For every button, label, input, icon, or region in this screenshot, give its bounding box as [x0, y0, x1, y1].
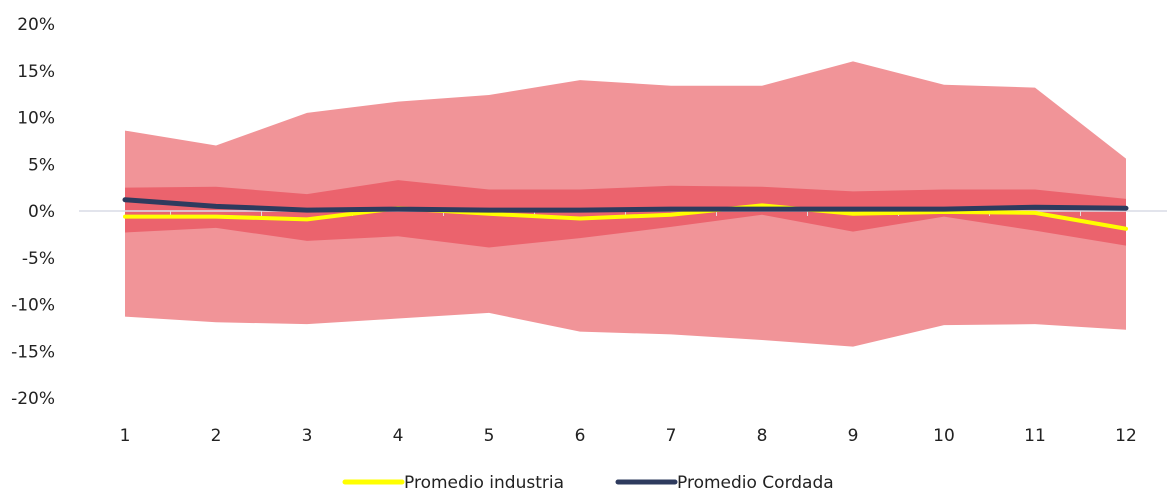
legend-item-promedio-industria: Promedio industria	[342, 473, 564, 493]
x-tick-label: 1	[120, 426, 131, 446]
x-tick-label: 7	[666, 426, 677, 446]
x-tick-label: 12	[1115, 426, 1137, 446]
range-bands	[125, 61, 1126, 347]
y-tick-label: -5%	[22, 249, 55, 269]
y-tick-label: 5%	[28, 155, 55, 175]
x-tick-label: 11	[1024, 426, 1046, 446]
x-tick-label: 6	[575, 426, 586, 446]
legend-item-promedio-cordada: Promedio Cordada	[615, 473, 834, 493]
x-tick-label: 3	[302, 426, 313, 446]
y-tick-label: 15%	[17, 62, 55, 82]
x-tick-label: 8	[757, 426, 768, 446]
legend: Promedio industria Promedio Cordada	[342, 473, 834, 493]
x-tick-label: 2	[211, 426, 222, 446]
x-tick-label: 4	[393, 426, 404, 446]
y-tick-label: -10%	[11, 296, 55, 316]
y-tick-label: -20%	[11, 389, 55, 409]
series-line-promedio-cordada	[122, 197, 1129, 213]
y-tick-label: 10%	[17, 109, 55, 129]
series-lines	[122, 197, 1129, 231]
y-tick-label: -15%	[11, 342, 55, 362]
legend-label: Promedio Cordada	[677, 473, 834, 493]
series-line-promedio-industria	[123, 203, 1128, 231]
x-tick-label: 10	[933, 426, 955, 446]
y-axis-tick-labels: 20% 15% 10% 5% 0% -5% -10% -15% -20%	[11, 15, 55, 409]
x-axis-tick-labels: 1 2 3 4 5 6 7 8 9 10 11 12	[120, 426, 1137, 446]
x-tick-label: 5	[484, 426, 495, 446]
x-tick-label: 9	[848, 426, 859, 446]
y-tick-label: 20%	[17, 15, 55, 35]
y-tick-label: 0%	[28, 202, 55, 222]
legend-label: Promedio industria	[404, 473, 564, 493]
